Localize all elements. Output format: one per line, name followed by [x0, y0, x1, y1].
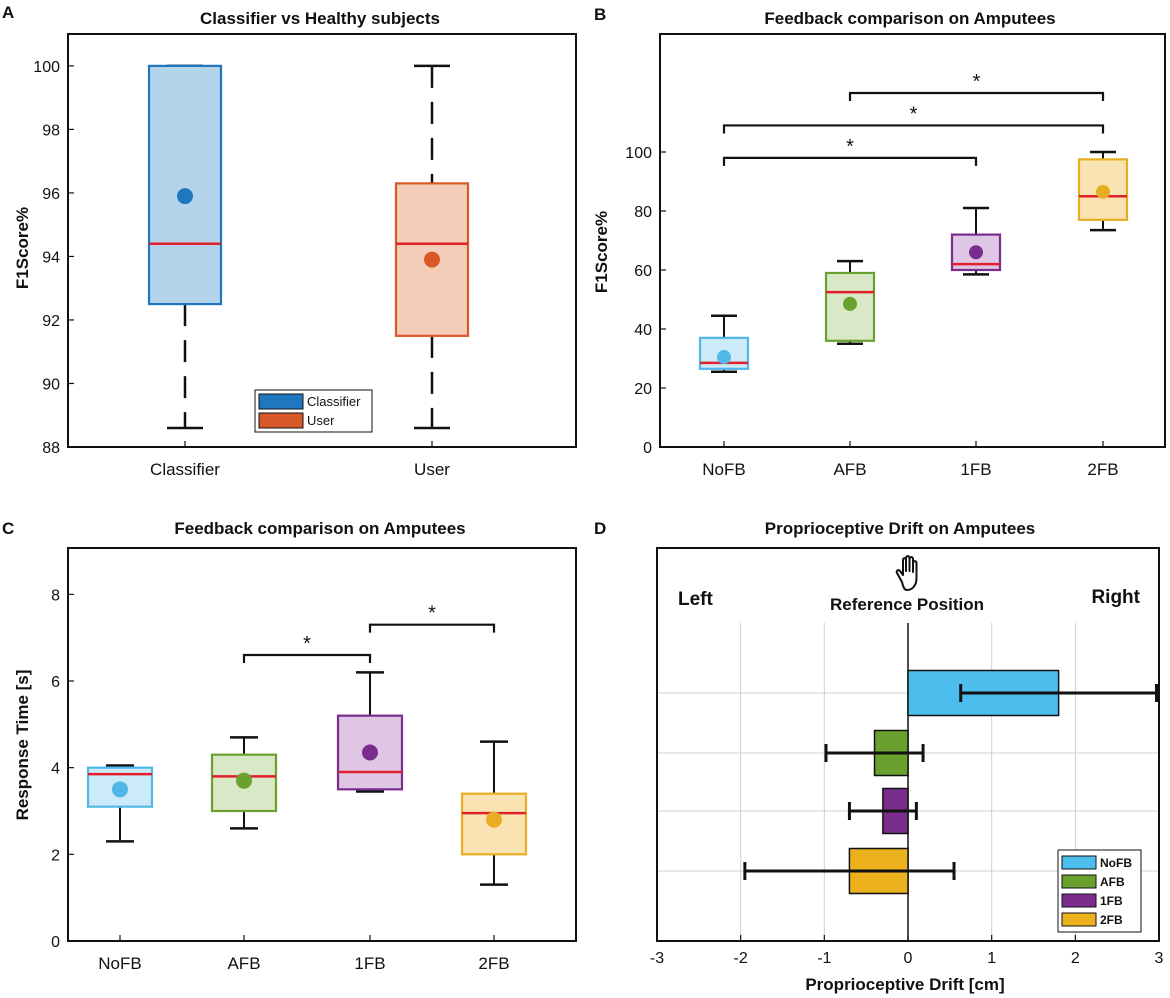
panel-b-frame	[659, 33, 1166, 448]
panel-c-ylabel: Response Time [s]	[13, 670, 32, 821]
legend-label-nofb: NoFB	[1100, 856, 1132, 870]
panel-d-reference-label: Reference Position	[830, 595, 984, 614]
significance-marker-0: *	[846, 136, 854, 158]
x-tick-label: 1	[987, 950, 996, 967]
y-tick-label: 0	[51, 934, 60, 951]
panel-label-a: A	[2, 3, 14, 22]
legend-label-user: User	[307, 413, 335, 428]
x-tick-label: 3	[1155, 950, 1164, 967]
significance-bracket-2	[848, 91, 1105, 101]
panel-c-frame	[67, 547, 577, 942]
legend-label-classifier: Classifier	[307, 394, 361, 409]
panel-a-chart: Classifier vs Healthy subjects F1Score% …	[13, 9, 577, 479]
panel-b-title: Feedback comparison on Amputees	[764, 9, 1055, 28]
x-tick-label: -3	[650, 950, 664, 967]
y-tick-label: 40	[634, 322, 652, 339]
x-tick-label-nofb: NoFB	[98, 954, 141, 973]
panel-c-chart: Feedback comparison on Amputees Response…	[13, 519, 577, 973]
hand-icon	[895, 555, 918, 591]
significance-bracket-0	[242, 653, 372, 663]
panel-a-legend: Classifier User	[254, 389, 373, 433]
legend-swatch-nofb	[1061, 855, 1097, 870]
panel-d-xlabel: Proprioceptive Drift [cm]	[805, 975, 1004, 994]
y-tick-label: 100	[33, 59, 60, 76]
panel-d-legend: NoFB AFB 1FB 2FB	[1057, 849, 1142, 933]
legend-swatch-classifier	[258, 393, 304, 410]
significance-marker-1: *	[910, 103, 918, 125]
x-tick-label: 2	[1071, 950, 1080, 967]
mean-point-user	[424, 251, 440, 268]
mean-point-2fb	[1096, 184, 1110, 199]
y-tick-label: 94	[42, 249, 60, 266]
x-tick-label: -2	[734, 950, 748, 967]
y-tick-label: 98	[42, 122, 60, 139]
y-tick-label: 96	[42, 186, 60, 203]
y-tick-label: 80	[634, 204, 652, 221]
x-tick-label-nofb: NoFB	[702, 460, 745, 479]
y-tick-label: 6	[51, 674, 60, 691]
y-tick-label: 20	[634, 381, 652, 398]
y-tick-label: 0	[643, 440, 652, 457]
significance-marker-1: *	[428, 603, 436, 625]
legend-label-1fb: 1FB	[1100, 894, 1123, 908]
mean-point-nofb	[112, 781, 128, 798]
panel-d-left-label: Left	[678, 589, 714, 610]
panel-a-frame	[67, 33, 577, 448]
y-tick-label: 8	[51, 587, 60, 604]
x-tick-label-classifier: Classifier	[150, 460, 220, 479]
significance-bracket-1	[368, 623, 496, 633]
x-tick-label-2fb: 2FB	[478, 954, 509, 973]
legend-swatch-2fb	[1061, 912, 1097, 927]
legend-label-afb: AFB	[1100, 875, 1125, 889]
mean-point-1fb	[969, 245, 983, 260]
panel-a-ylabel: F1Score%	[13, 207, 32, 289]
significance-bracket-0	[722, 156, 978, 166]
y-tick-label: 2	[51, 847, 60, 864]
y-tick-label: 92	[42, 313, 60, 330]
y-tick-label: 60	[634, 263, 652, 280]
panel-c-title: Feedback comparison on Amputees	[174, 519, 465, 538]
legend-swatch-user	[258, 412, 304, 429]
panel-label-d: D	[594, 519, 606, 538]
x-tick-label-afb: AFB	[227, 954, 260, 973]
y-tick-label: 100	[625, 145, 652, 162]
panel-b-ylabel: F1Score%	[592, 211, 611, 293]
panel-d-frame	[656, 547, 1160, 942]
mean-point-2fb	[486, 811, 502, 828]
panel-d-chart: Proprioceptive Drift on Amputees -3 -2 -1 0…	[650, 519, 1164, 994]
panel-d-right-label: Right	[1091, 587, 1140, 608]
y-tick-label: 90	[42, 376, 60, 393]
significance-marker-0: *	[303, 633, 311, 655]
mean-point-nofb	[717, 350, 731, 365]
x-tick-label-user: User	[414, 460, 450, 479]
legend-swatch-1fb	[1061, 893, 1097, 908]
legend-label-2fb: 2FB	[1100, 913, 1123, 927]
box-classifier	[147, 64, 223, 306]
mean-point-1fb	[362, 744, 378, 761]
mean-point-classifier	[177, 188, 193, 205]
significance-bracket-1	[722, 124, 1105, 134]
x-tick-label-afb: AFB	[833, 460, 866, 479]
x-tick-label-1fb: 1FB	[960, 460, 991, 479]
x-tick-label-2fb: 2FB	[1087, 460, 1118, 479]
x-tick-label-1fb: 1FB	[354, 954, 385, 973]
panel-d-title: Proprioceptive Drift on Amputees	[765, 519, 1035, 538]
panel-b-chart: Feedback comparison on Amputees F1Score%…	[592, 9, 1166, 479]
x-tick-label: 0	[904, 950, 913, 967]
panel-label-c: C	[2, 519, 14, 538]
mean-point-afb	[236, 772, 252, 789]
mean-point-afb	[843, 296, 857, 311]
legend-swatch-afb	[1061, 874, 1097, 889]
x-tick-label: -1	[817, 950, 831, 967]
y-tick-label: 4	[51, 761, 60, 778]
y-tick-label: 88	[42, 440, 60, 457]
panel-label-b: B	[594, 5, 606, 24]
significance-marker-2: *	[973, 71, 981, 93]
panel-a-title: Classifier vs Healthy subjects	[200, 9, 440, 28]
